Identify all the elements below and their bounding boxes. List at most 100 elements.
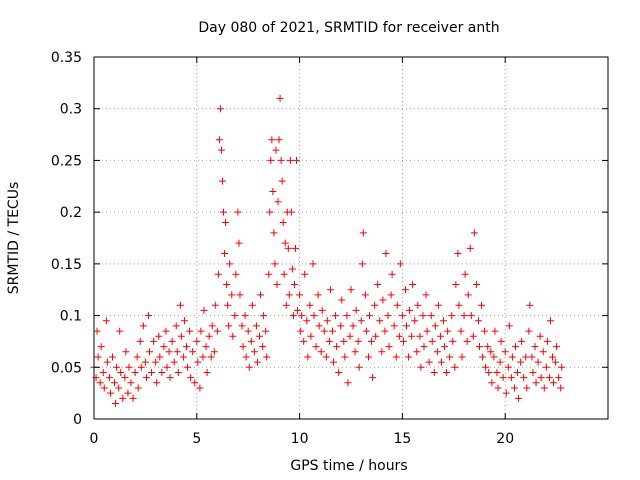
data-point — [184, 363, 192, 371]
data-point — [125, 363, 133, 371]
data-point — [330, 358, 338, 366]
data-point — [364, 353, 372, 361]
data-point — [271, 260, 279, 268]
data-point — [341, 353, 349, 361]
data-point — [289, 312, 297, 320]
data-point — [165, 348, 173, 356]
data-point — [340, 337, 348, 345]
data-point — [427, 312, 435, 320]
y-tick-label: 0.25 — [51, 153, 82, 169]
data-point — [531, 343, 539, 351]
data-point — [343, 312, 351, 320]
data-point — [217, 146, 225, 154]
data-point — [172, 322, 180, 330]
data-point — [501, 348, 509, 356]
data-point — [409, 281, 417, 289]
data-point — [199, 353, 207, 361]
data-point — [482, 363, 490, 371]
data-point — [156, 353, 164, 361]
data-point — [507, 374, 515, 382]
data-point — [162, 327, 170, 335]
data-point — [229, 332, 237, 340]
data-point — [284, 244, 292, 252]
data-point — [259, 343, 267, 351]
data-point — [314, 291, 322, 299]
data-point — [122, 348, 130, 356]
y-tick-label: 0.15 — [51, 257, 82, 273]
data-point — [372, 332, 380, 340]
data-point — [234, 208, 242, 216]
data-point — [460, 312, 468, 320]
data-point — [352, 306, 360, 314]
data-point — [113, 363, 121, 371]
data-point — [203, 368, 211, 376]
data-point — [430, 368, 438, 376]
data-point — [121, 374, 129, 382]
data-point — [200, 306, 208, 314]
data-point — [440, 317, 448, 325]
data-point — [493, 368, 501, 376]
data-point — [525, 327, 533, 335]
data-point — [105, 374, 113, 382]
data-point — [540, 384, 548, 392]
data-point — [116, 327, 124, 335]
data-point — [505, 322, 513, 330]
data-point — [281, 239, 289, 247]
data-point — [109, 353, 117, 361]
data-point — [534, 358, 542, 366]
data-point — [536, 332, 544, 340]
data-point — [286, 156, 294, 164]
y-tick-label: 0.1 — [60, 309, 82, 325]
data-point — [484, 343, 492, 351]
data-point — [278, 177, 286, 185]
data-point — [191, 379, 199, 387]
data-point — [532, 379, 540, 387]
data-point — [369, 374, 377, 382]
x-axis-label: GPS time / hours — [290, 458, 407, 474]
x-tick-label: 15 — [393, 431, 411, 447]
data-point — [193, 337, 201, 345]
data-point — [433, 348, 441, 356]
data-point — [133, 353, 141, 361]
data-point — [238, 322, 246, 330]
data-point — [504, 363, 512, 371]
data-point — [497, 337, 505, 345]
data-point — [384, 312, 392, 320]
data-point — [298, 312, 306, 320]
data-point — [202, 343, 210, 351]
data-point — [337, 322, 345, 330]
data-point — [115, 384, 123, 392]
data-point — [124, 389, 132, 397]
data-point — [282, 301, 290, 309]
data-point — [508, 353, 516, 361]
data-point — [219, 177, 226, 185]
data-point — [490, 353, 498, 361]
y-tick-label: 0.05 — [51, 360, 82, 376]
data-point — [301, 270, 309, 278]
data-point — [379, 296, 387, 304]
data-point — [452, 281, 460, 289]
data-point — [297, 327, 305, 335]
data-point — [166, 374, 174, 382]
data-point — [263, 353, 271, 361]
data-point — [252, 322, 260, 330]
data-point — [405, 353, 413, 361]
data-point — [545, 374, 553, 382]
data-point — [467, 312, 475, 320]
data-point — [543, 337, 551, 345]
data-point — [381, 327, 389, 335]
data-point — [306, 301, 314, 309]
data-point — [385, 343, 393, 351]
data-point — [208, 322, 216, 330]
data-point — [119, 394, 127, 402]
data-point — [215, 136, 223, 144]
data-point — [517, 358, 525, 366]
y-axis-label: SRMTID / TECUs — [6, 182, 22, 295]
data-point — [141, 358, 149, 366]
data-point — [494, 384, 502, 392]
data-point — [322, 353, 330, 361]
data-point — [479, 353, 487, 361]
data-point — [355, 363, 363, 371]
data-point — [163, 363, 171, 371]
